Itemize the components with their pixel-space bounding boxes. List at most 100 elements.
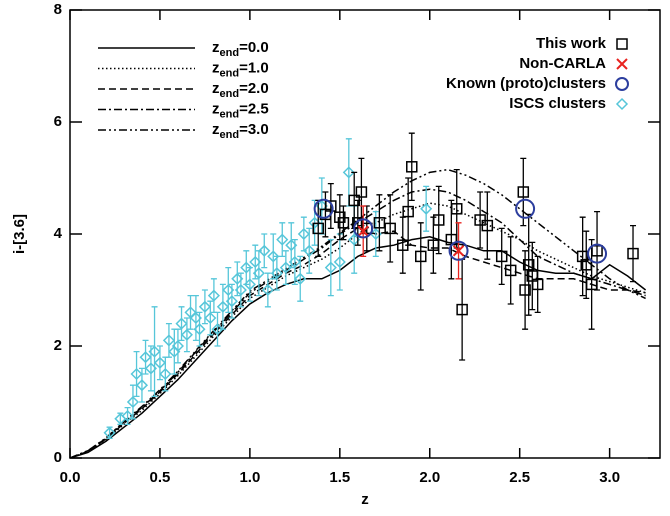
diamond-marker [234, 283, 247, 297]
error-bar [261, 233, 268, 269]
diamond-marker [207, 289, 220, 302]
legend-marker [616, 38, 628, 50]
legend-label: zend=1.0 [212, 59, 269, 79]
diamond-marker [175, 317, 188, 330]
cross-marker [357, 225, 369, 237]
error-bar [525, 213, 532, 316]
error-bar [484, 191, 491, 260]
y-tick-label: 0 [54, 449, 62, 466]
error-bar [264, 272, 271, 308]
diamond-marker [139, 351, 152, 364]
error-bar [327, 182, 334, 230]
diamond-marker [240, 261, 253, 274]
legend-label: Non-CARLA [519, 55, 606, 72]
y-tick-label: 2 [54, 337, 62, 354]
error-bar [129, 384, 136, 420]
square-marker [495, 250, 508, 263]
diamond-marker [333, 255, 346, 269]
diamond-marker [342, 166, 355, 179]
square-marker [519, 284, 531, 296]
square-marker [450, 203, 463, 215]
square-marker [415, 250, 427, 263]
diamond-marker [204, 311, 217, 325]
x-tick-label: 1.0 [239, 469, 260, 486]
error-bar [225, 266, 232, 314]
diamond-marker [225, 295, 238, 308]
legend-subscript: end [220, 88, 240, 100]
diamond-marker [294, 272, 307, 285]
legend-label: zend=2.0 [212, 80, 269, 100]
x-tick-label: 2.5 [509, 469, 530, 486]
error-bar [376, 194, 383, 252]
diamond-marker [279, 261, 292, 274]
error-bar [174, 328, 181, 364]
error-bar [327, 238, 334, 297]
square-marker [384, 222, 396, 235]
error-bar [417, 222, 424, 291]
square-marker [355, 186, 368, 198]
error-bar [252, 244, 259, 280]
y-tick-label: 8 [54, 1, 62, 18]
error-bar [219, 283, 226, 330]
diamond-marker [126, 395, 140, 409]
square-marker [522, 259, 535, 271]
error-bar [282, 250, 289, 286]
legend-label: zend=3.0 [212, 121, 269, 141]
error-bar [300, 216, 307, 252]
error-bar [579, 216, 586, 297]
diamond-marker [324, 261, 337, 274]
diamond-marker [252, 267, 265, 280]
legend-value: =2.5 [239, 100, 269, 117]
error-bar [630, 224, 637, 283]
diamond-marker [261, 283, 274, 297]
model-line [70, 227, 646, 458]
error-bar [192, 294, 199, 342]
square-marker [591, 245, 603, 257]
diamond-marker [216, 300, 229, 313]
diamond-marker [180, 328, 193, 341]
diamond-marker [270, 267, 283, 280]
error-bar [507, 236, 514, 305]
x-tick-label: 0.0 [60, 469, 81, 486]
error-bar [498, 227, 505, 286]
diamond-marker [198, 300, 211, 313]
error-bar [207, 300, 214, 336]
error-bar [534, 255, 541, 314]
error-bar [372, 210, 379, 258]
diamond-marker [297, 227, 310, 241]
legend-symbol: z [212, 80, 220, 97]
legend-subscript: end [220, 108, 240, 120]
square-marker [504, 264, 517, 277]
square-marker [481, 219, 494, 232]
error-bar [171, 328, 178, 375]
diamond-marker [267, 250, 280, 263]
error-bar [459, 258, 466, 361]
diamond-marker [159, 367, 172, 381]
error-bar [183, 317, 190, 353]
error-bar [520, 157, 527, 227]
square-marker [325, 200, 337, 212]
legend-value: =2.0 [239, 80, 269, 97]
square-marker [627, 247, 639, 260]
y-tick-label: 6 [54, 113, 62, 130]
legend-label: zend=0.0 [212, 39, 269, 59]
legend-symbol: z [212, 39, 220, 56]
diamond-marker [171, 339, 184, 353]
diamond-marker [276, 233, 289, 246]
diamond-marker [162, 334, 175, 347]
x-tick-label: 1.5 [329, 469, 350, 486]
diamond-marker [130, 367, 143, 381]
legend-marker [616, 58, 628, 70]
square-marker [531, 278, 544, 291]
error-bar [408, 132, 415, 202]
error-bar [423, 185, 430, 232]
square-marker [402, 205, 414, 218]
square-marker [337, 217, 350, 229]
legend-marker [615, 77, 629, 91]
legend-marker [615, 97, 629, 111]
error-bar [306, 227, 313, 274]
error-bar [138, 367, 145, 403]
error-bar [151, 306, 158, 398]
diamond-marker [193, 323, 206, 336]
